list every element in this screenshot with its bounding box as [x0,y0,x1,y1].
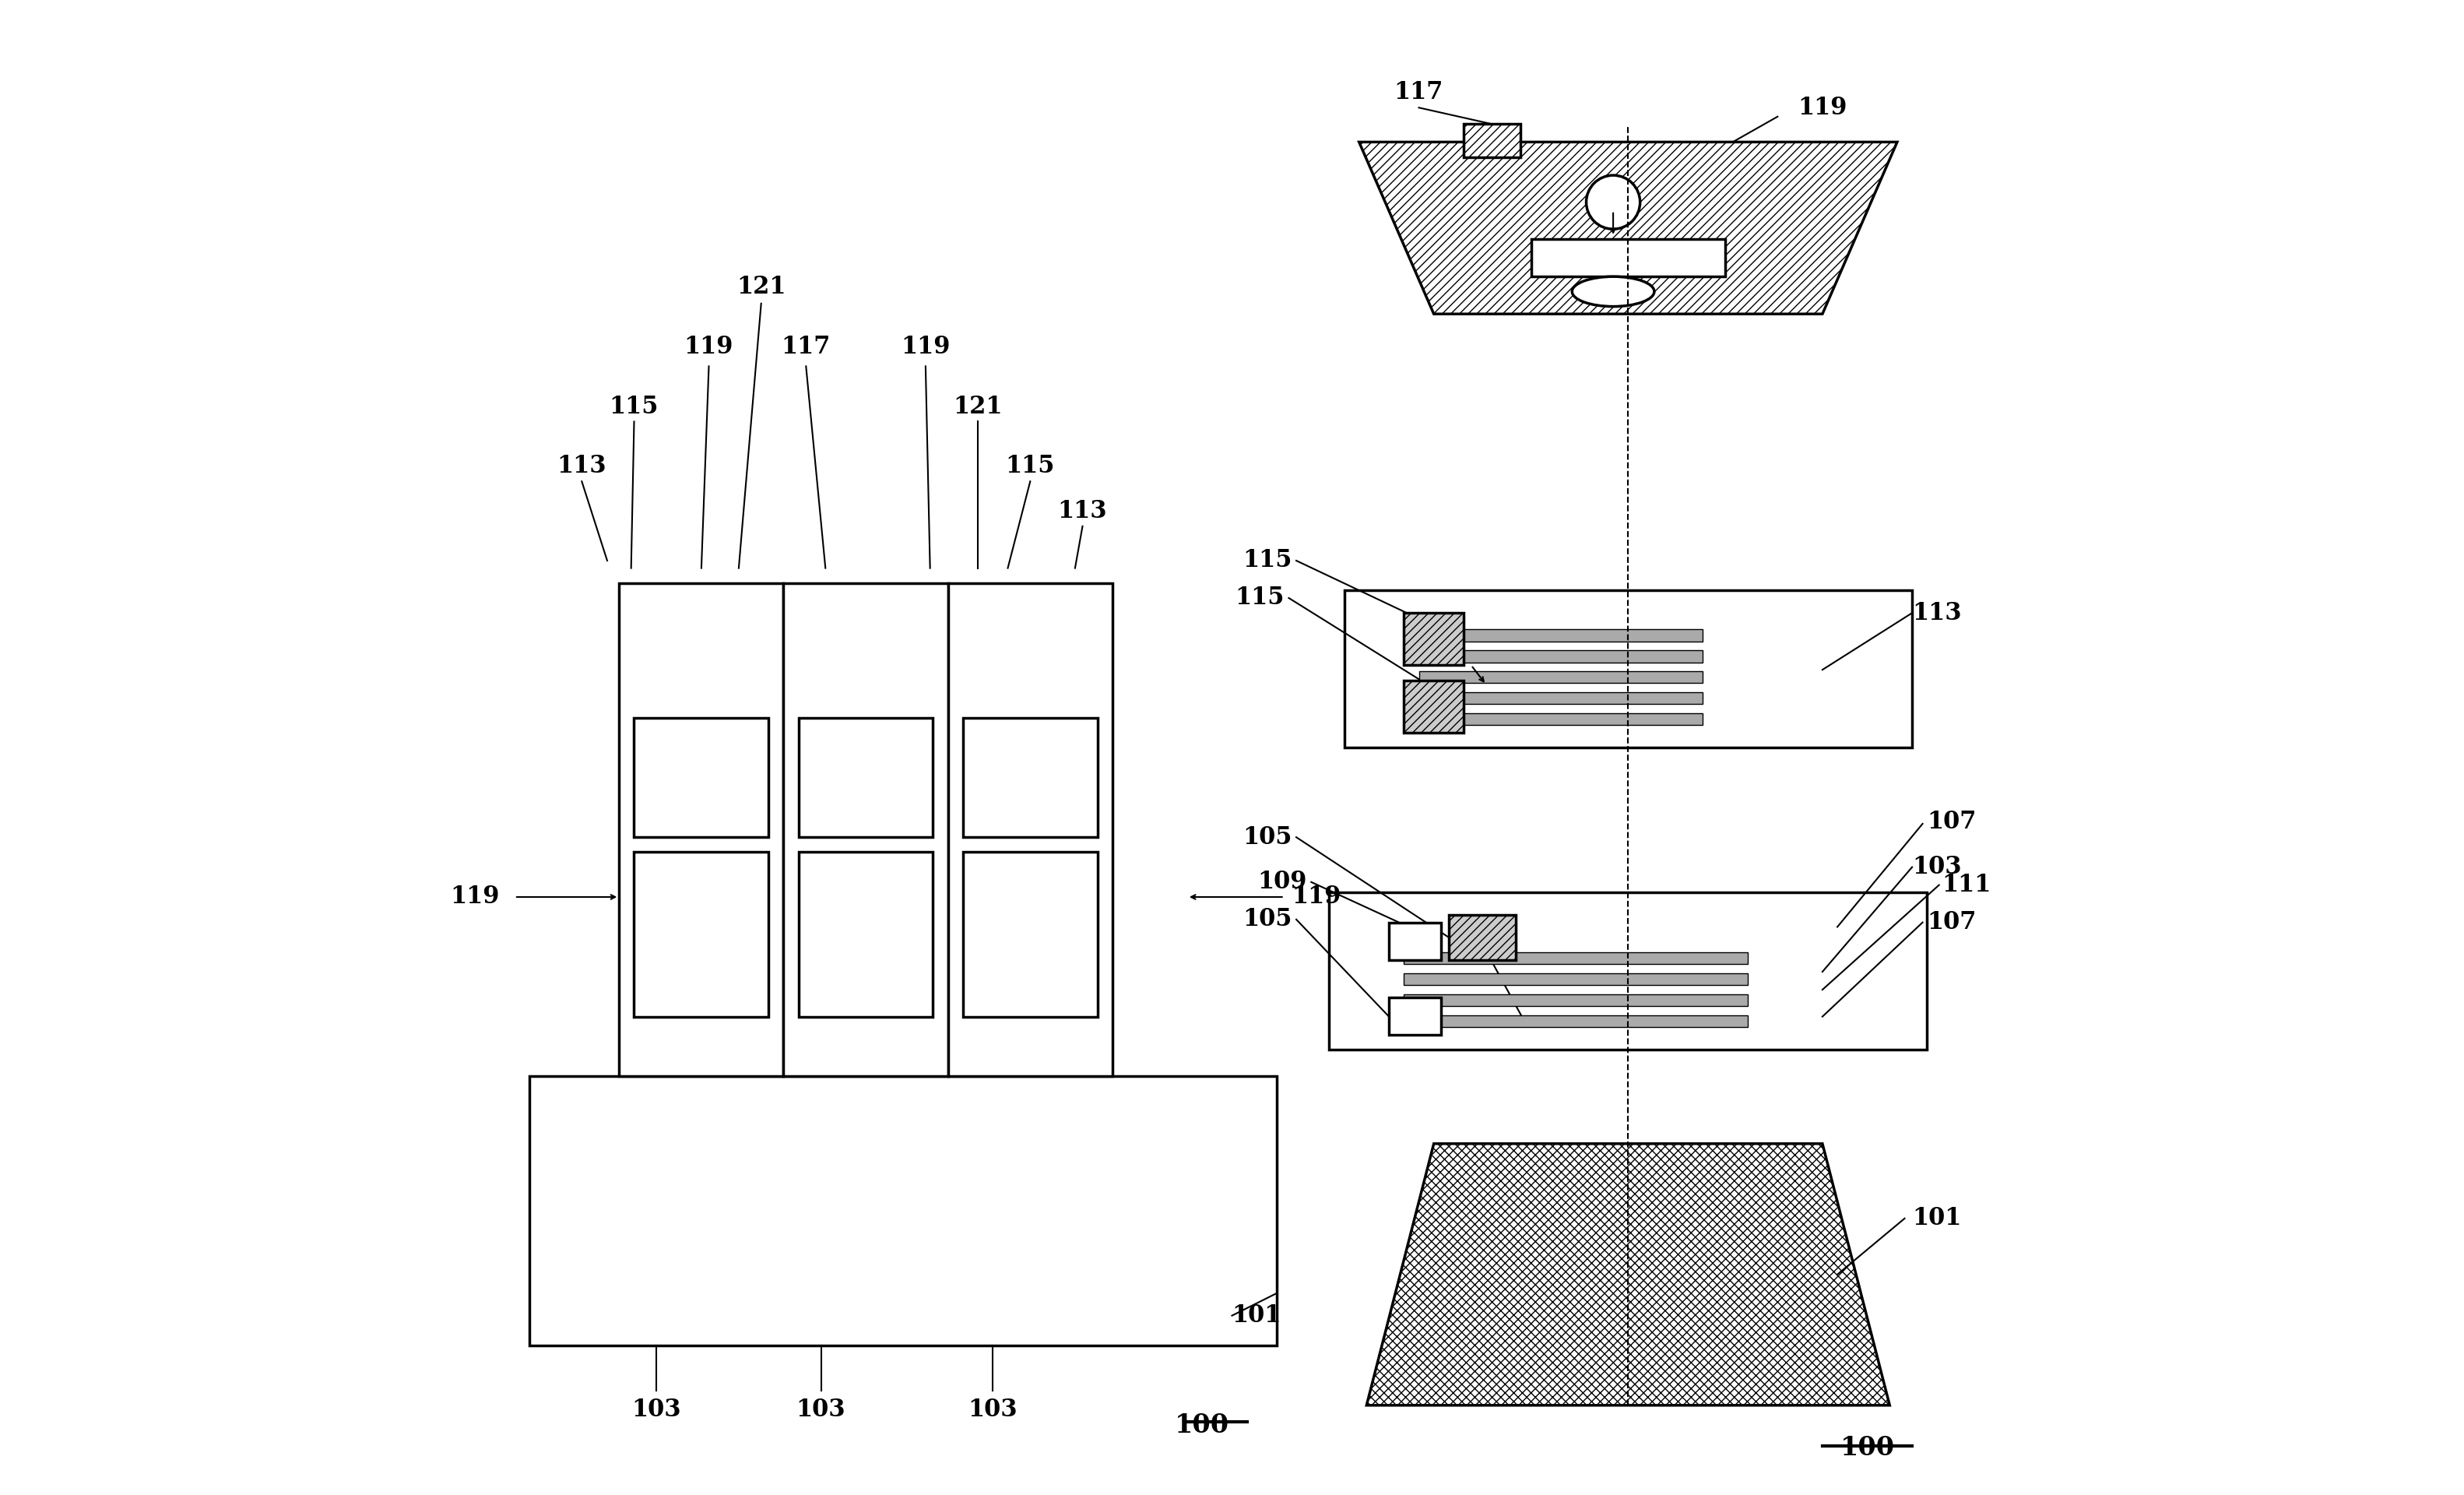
Bar [633,852,769,1017]
Text: 119: 119 [685,335,734,359]
Bar [1449,915,1515,960]
Bar [1343,591,1912,748]
Bar [1404,973,1747,985]
Text: 119: 119 [902,335,951,359]
Bar [1390,997,1441,1035]
Text: 119: 119 [1799,96,1848,120]
Bar [949,583,1111,1076]
Bar [1419,671,1703,683]
Text: 100: 100 [1841,1435,1895,1461]
Bar [1464,124,1520,157]
Text: 115: 115 [1242,549,1291,573]
Ellipse shape [1572,277,1653,306]
Text: 117: 117 [1395,81,1444,105]
Text: 101: 101 [1912,1206,1961,1230]
Bar [530,1076,1276,1346]
Bar [1419,629,1703,641]
Text: 121: 121 [954,395,1003,419]
Text: 119: 119 [1291,885,1340,909]
Polygon shape [1360,142,1897,314]
Bar [1404,1015,1747,1027]
Text: 107: 107 [1927,910,1976,934]
Bar [1419,713,1703,725]
Text: 111: 111 [1942,873,1991,897]
Bar [963,718,1096,837]
Bar [963,852,1096,1017]
Text: 105: 105 [1242,907,1291,931]
Bar [1404,994,1747,1006]
Text: 117: 117 [781,335,830,359]
Bar [1419,692,1703,704]
Bar [784,583,949,1076]
Text: 109: 109 [1257,870,1306,894]
Bar [798,852,934,1017]
Text: 103: 103 [631,1398,680,1422]
Text: 119: 119 [451,885,500,909]
Text: 113: 113 [1912,601,1961,625]
Bar [798,718,934,837]
Text: 113: 113 [1057,499,1106,523]
Text: 113: 113 [557,454,606,478]
Bar [1419,650,1703,662]
Text: 121: 121 [737,275,786,299]
Bar [1328,893,1927,1049]
Bar [1390,922,1441,960]
Text: 100: 100 [1175,1413,1230,1438]
Text: 105: 105 [1242,825,1291,849]
Text: 107: 107 [1927,810,1976,834]
Polygon shape [1368,1144,1890,1405]
Bar [1404,952,1747,964]
Text: 103: 103 [968,1398,1018,1422]
Circle shape [1587,175,1641,229]
Bar [1404,613,1464,665]
Text: 103: 103 [796,1398,845,1422]
Text: 101: 101 [1232,1304,1281,1328]
Bar [1404,680,1464,733]
Text: 115: 115 [1005,454,1055,478]
Bar [633,718,769,837]
Text: 115: 115 [609,395,658,419]
Text: 115: 115 [1234,586,1284,610]
Bar [1530,239,1725,277]
Text: 103: 103 [1912,855,1961,879]
Bar [618,583,784,1076]
